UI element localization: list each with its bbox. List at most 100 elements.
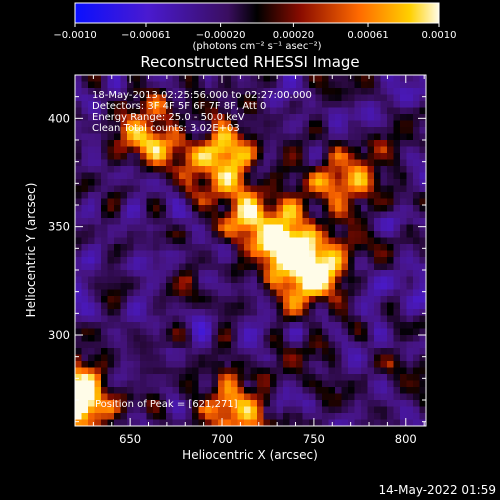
heatmap-cell	[140, 387, 148, 395]
heatmap-cell	[387, 348, 395, 356]
heatmap-cell	[283, 263, 291, 271]
heatmap-cell	[101, 153, 109, 161]
heatmap-cell	[361, 94, 369, 102]
heatmap-cell	[322, 270, 330, 278]
heatmap-cell	[185, 192, 193, 200]
heatmap-cell	[302, 361, 310, 369]
heatmap-cell	[393, 250, 401, 258]
heatmap-cell	[380, 309, 388, 317]
heatmap-cell	[387, 302, 395, 310]
heatmap-cell	[107, 400, 115, 408]
heatmap-cell	[413, 231, 421, 239]
heatmap-cell	[315, 322, 323, 330]
heatmap-cell	[218, 413, 226, 421]
heatmap-cell	[159, 153, 167, 161]
heatmap-cell	[133, 231, 141, 239]
heatmap-cell	[257, 81, 265, 89]
heatmap-cell	[237, 101, 245, 109]
heatmap-cell	[354, 413, 362, 421]
heatmap-cell	[419, 354, 426, 362]
heatmap-cell	[172, 185, 180, 193]
heatmap-cell	[120, 198, 128, 206]
heatmap-cell	[289, 367, 297, 375]
heatmap-cell	[289, 133, 297, 141]
heatmap-cell	[367, 361, 375, 369]
heatmap-cell	[75, 192, 83, 200]
heatmap-cell	[406, 75, 414, 83]
heatmap-cell	[133, 413, 141, 421]
heatmap-cell	[75, 237, 83, 245]
heatmap-cell	[205, 315, 213, 323]
heatmap-cell	[185, 107, 193, 115]
heatmap-cell	[302, 185, 310, 193]
heatmap-cell	[380, 114, 388, 122]
heatmap-cell	[322, 322, 330, 330]
heatmap-cell	[127, 367, 135, 375]
heatmap-cell	[270, 315, 278, 323]
heatmap-cell	[400, 172, 408, 180]
heatmap-cell	[120, 270, 128, 278]
heatmap-cell	[380, 88, 388, 96]
heatmap-cell	[322, 88, 330, 96]
heatmap-cell	[88, 263, 96, 271]
heatmap-cell	[419, 81, 426, 89]
heatmap-cell	[302, 101, 310, 109]
heatmap-cell	[153, 263, 161, 271]
heatmap-cell	[250, 101, 258, 109]
heatmap-cell	[140, 328, 148, 336]
heatmap-cell	[153, 140, 161, 148]
heatmap-cell	[328, 302, 336, 310]
heatmap-cell	[270, 400, 278, 408]
heatmap-cell	[88, 250, 96, 258]
heatmap-cell	[250, 211, 258, 219]
heatmap-cell	[172, 289, 180, 297]
heatmap-cell	[387, 140, 395, 148]
heatmap-cell	[289, 413, 297, 421]
heatmap-cell	[341, 283, 349, 291]
heatmap-cell	[185, 94, 193, 102]
heatmap-cell	[374, 101, 382, 109]
heatmap-cell	[322, 101, 330, 109]
heatmap-cell	[270, 120, 278, 128]
heatmap-cell	[224, 361, 232, 369]
heatmap-cell	[231, 302, 239, 310]
heatmap-cell	[75, 322, 83, 330]
heatmap-cell	[296, 361, 304, 369]
heatmap-cell	[101, 133, 109, 141]
heatmap-cell	[127, 257, 135, 265]
heatmap-cell	[257, 94, 265, 102]
heatmap-cell	[302, 127, 310, 135]
heatmap-cell	[270, 380, 278, 388]
heatmap-cell	[224, 127, 232, 135]
heatmap-cell	[198, 120, 206, 128]
heatmap-cell	[237, 387, 245, 395]
heatmap-cell	[380, 328, 388, 336]
heatmap-cell	[140, 179, 148, 187]
heatmap-cell	[419, 185, 426, 193]
heatmap-cell	[361, 114, 369, 122]
heatmap-cell	[140, 114, 148, 122]
heatmap-cell	[400, 276, 408, 284]
heatmap-cell	[94, 270, 102, 278]
heatmap-cell	[302, 322, 310, 330]
heatmap-cell	[146, 393, 154, 401]
heatmap-cell	[166, 413, 174, 421]
heatmap-cell	[419, 413, 426, 421]
heatmap-cell	[270, 205, 278, 213]
heatmap-cell	[159, 309, 167, 317]
heatmap-cell	[322, 81, 330, 89]
heatmap-cell	[309, 205, 317, 213]
heatmap-cell	[341, 380, 349, 388]
heatmap-cell	[270, 413, 278, 421]
heatmap-cell	[270, 296, 278, 304]
heatmap-cell	[211, 296, 219, 304]
heatmap-cell	[354, 166, 362, 174]
clean-counts-annotation: Clean Total counts: 3.02E+03	[92, 123, 240, 134]
heatmap-cell	[270, 276, 278, 284]
heatmap-cell	[413, 218, 421, 226]
heatmap-cell	[237, 237, 245, 245]
heatmap-cell	[309, 192, 317, 200]
heatmap-cell	[374, 198, 382, 206]
heatmap-cell	[237, 380, 245, 388]
heatmap-cell	[94, 361, 102, 369]
